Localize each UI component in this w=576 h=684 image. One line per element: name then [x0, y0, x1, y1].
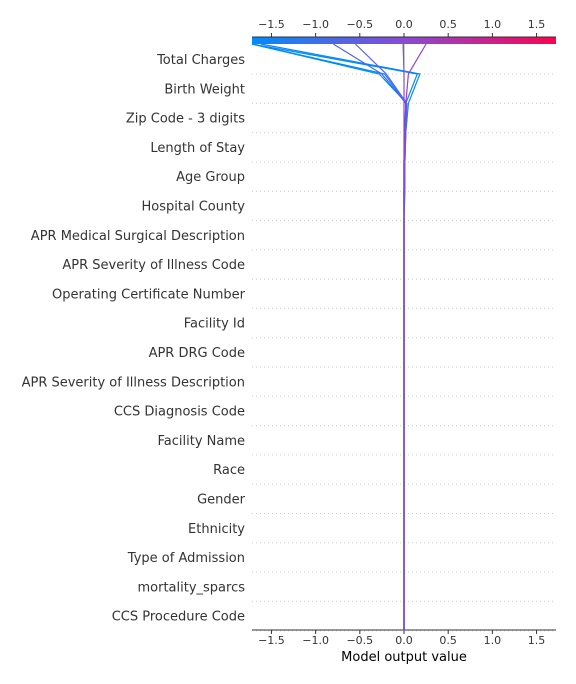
series-line — [251, 43, 408, 631]
feature-label: Total Charges — [156, 53, 245, 68]
feature-label: Age Group — [176, 170, 245, 185]
feature-label: Type of Admission — [127, 551, 245, 566]
tick-label: −1.5 — [258, 18, 285, 31]
bottom-axis: −1.5 −1.0 −0.5 0.0 0.5 1.0 1.5 — [252, 629, 556, 647]
feature-label: APR Severity of Illness Code — [62, 258, 245, 273]
tick-label: 1.0 — [484, 18, 502, 31]
feature-label: Length of Stay — [150, 141, 245, 156]
tick-label: −0.5 — [346, 634, 373, 647]
tick-label: 1.0 — [484, 634, 502, 647]
feature-label: APR Severity of Illness Description — [22, 375, 245, 390]
feature-label: Race — [213, 463, 245, 478]
feature-label: Gender — [197, 493, 246, 508]
x-axis-label: Model output value — [341, 650, 467, 665]
tick-label: 1.5 — [528, 18, 546, 31]
feature-label: CCS Procedure Code — [112, 610, 245, 625]
tick-label: 0.0 — [395, 634, 413, 647]
tick-label: 0.5 — [439, 18, 457, 31]
series-line — [403, 43, 427, 631]
top-axis: −1.5 −1.0 −0.5 0.0 0.5 1.0 1.5 — [252, 18, 556, 38]
tick-label: 0.0 — [395, 18, 413, 31]
feature-label: CCS Diagnosis Code — [114, 405, 245, 420]
feature-label: APR DRG Code — [149, 346, 245, 361]
feature-label: APR Medical Surgical Description — [31, 229, 245, 244]
feature-label: Operating Certificate Number — [52, 287, 246, 302]
tick-label: −1.0 — [302, 18, 329, 31]
colorbar — [252, 37, 556, 44]
feature-label: Facility Id — [184, 317, 245, 332]
feature-label: Facility Name — [157, 434, 245, 449]
series-line — [354, 43, 408, 631]
series-lines — [251, 43, 427, 631]
tick-label: −1.5 — [258, 634, 285, 647]
feature-label: Birth Weight — [164, 82, 245, 97]
feature-labels: Total Charges Birth Weight Zip Code - 3 di… — [22, 53, 246, 625]
feature-label: Hospital County — [142, 200, 246, 215]
feature-label: mortality_sparcs — [137, 580, 245, 595]
tick-label: −0.5 — [346, 18, 373, 31]
feature-label: Ethnicity — [188, 522, 245, 537]
feature-label: Zip Code - 3 digits — [126, 112, 245, 127]
tick-label: −1.0 — [302, 634, 329, 647]
tick-label: 1.5 — [528, 634, 546, 647]
tick-label: 0.5 — [439, 634, 457, 647]
